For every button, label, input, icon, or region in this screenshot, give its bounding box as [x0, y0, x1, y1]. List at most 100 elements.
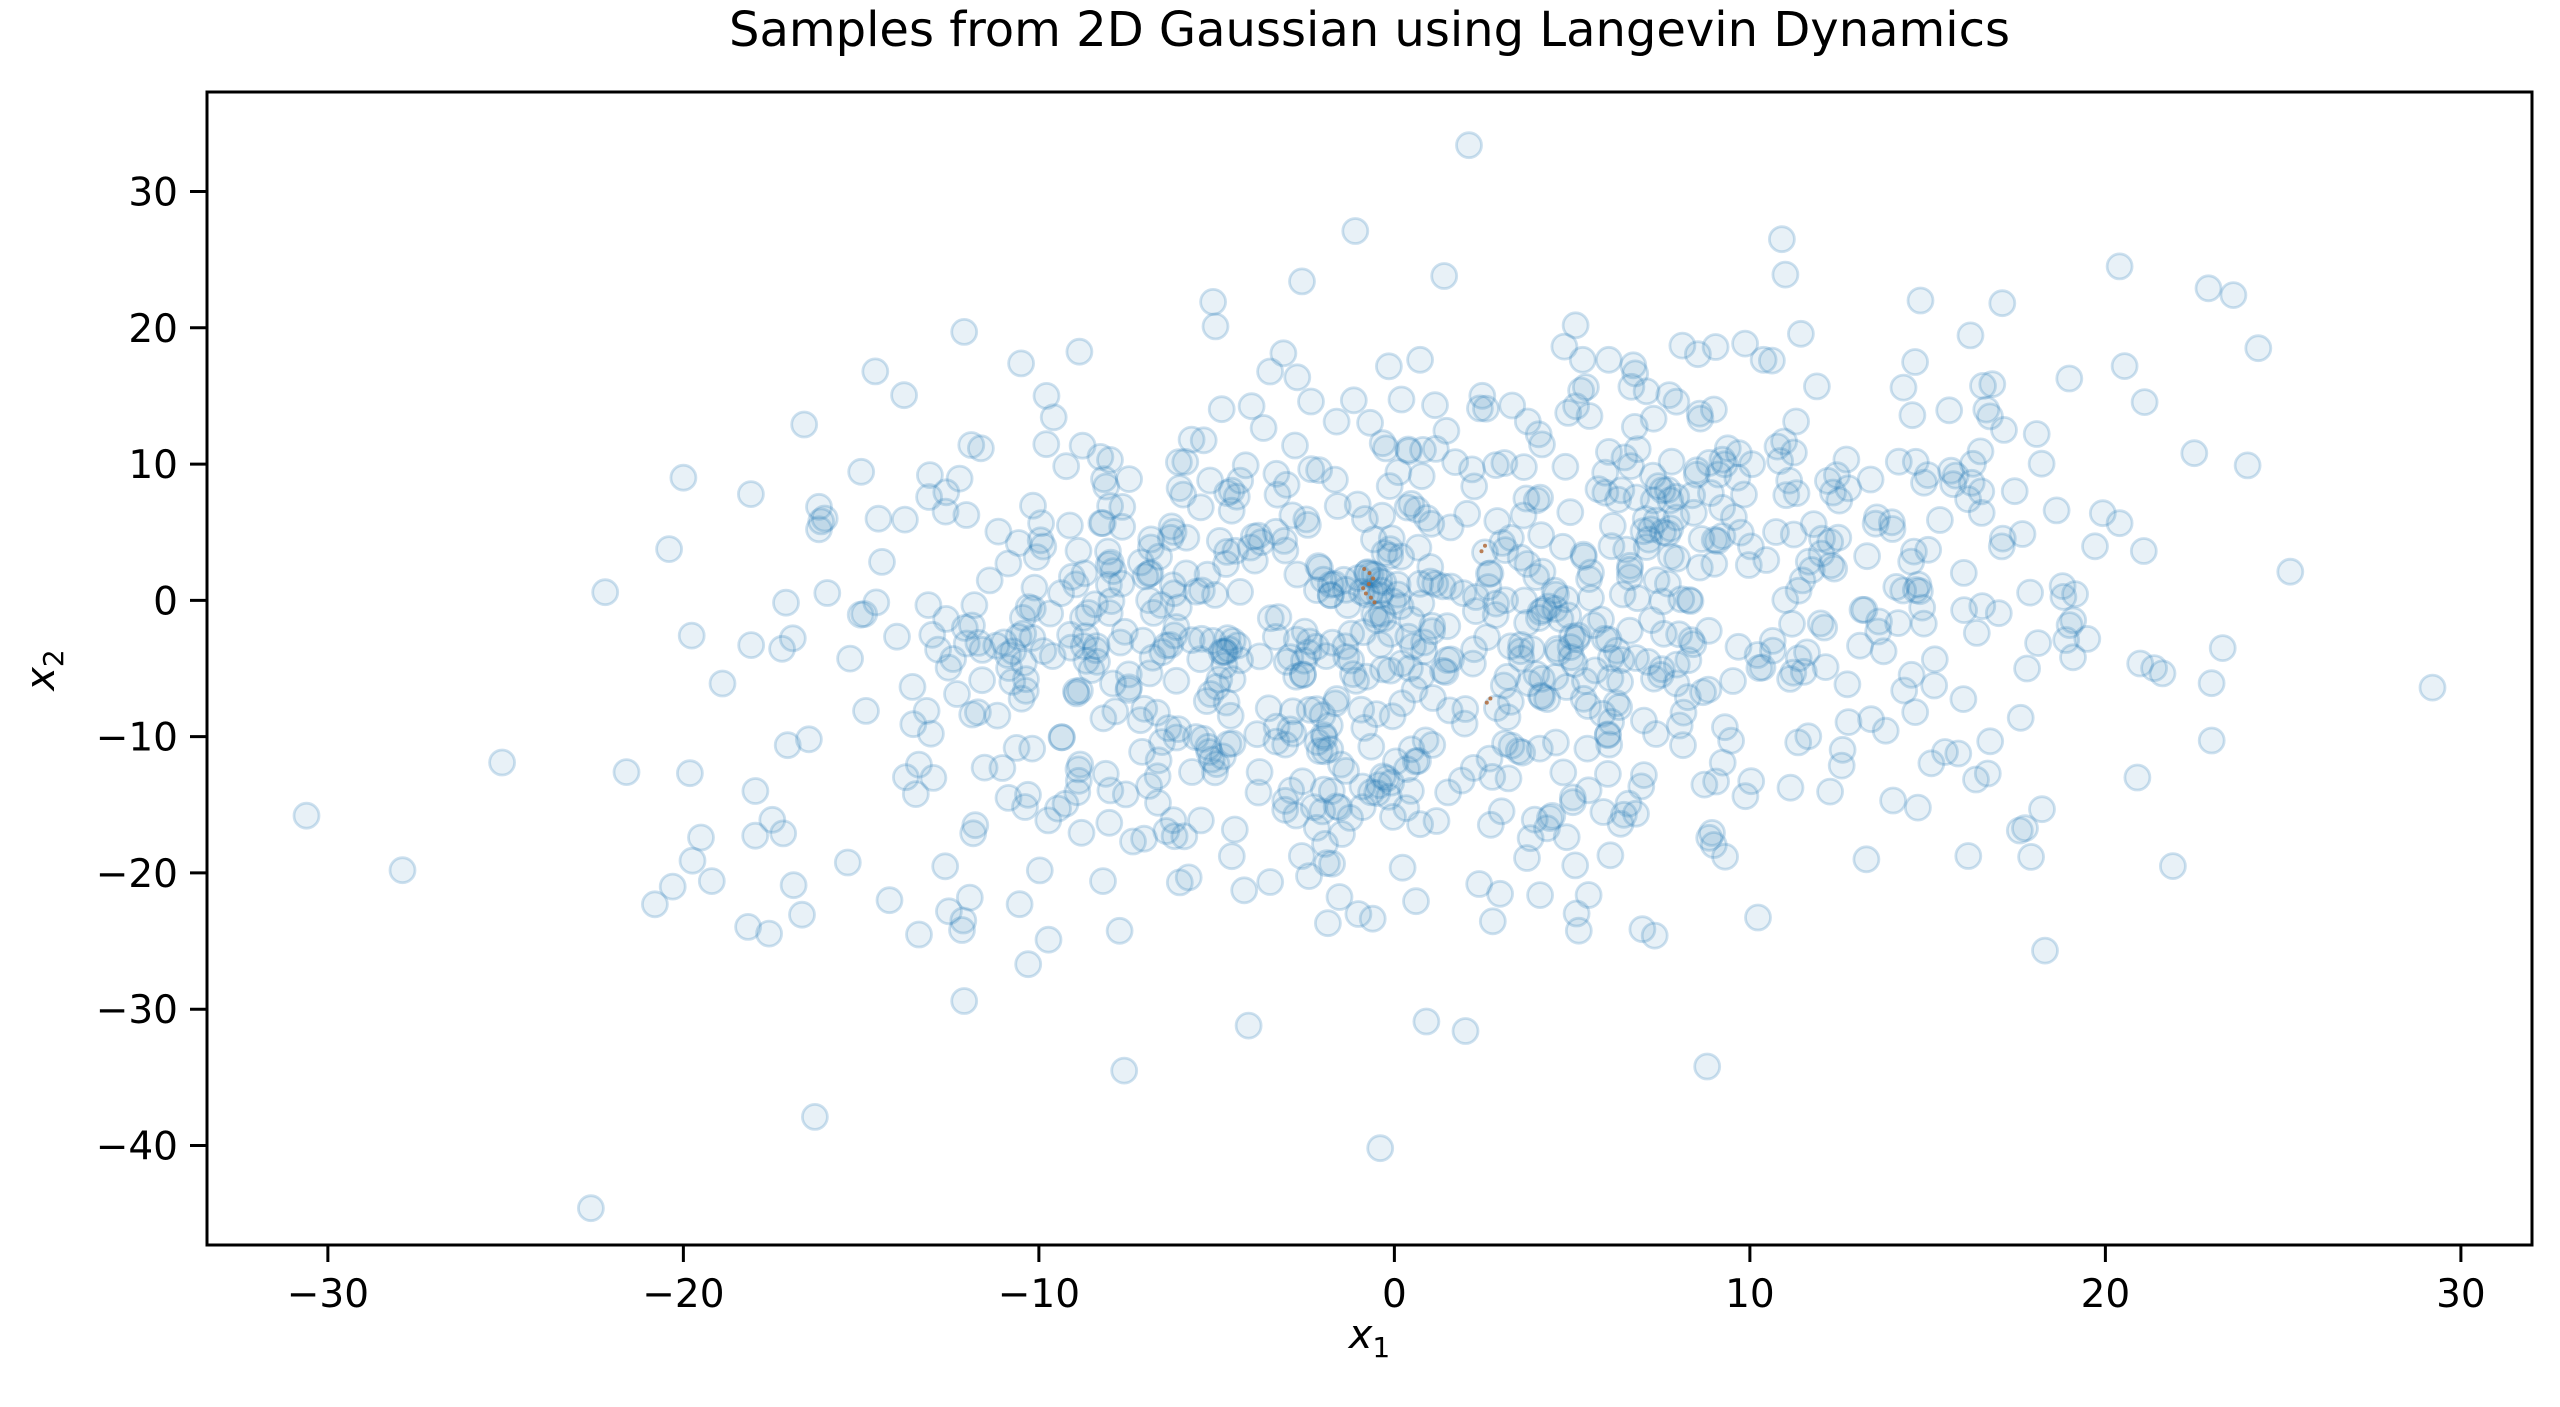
x-tick-label: −10 [998, 1272, 1080, 1317]
scatter-point [890, 381, 918, 410]
scatter-point [1882, 573, 1911, 601]
scatter-point [949, 906, 978, 935]
scatter-point [1409, 435, 1437, 464]
scatter-point [1212, 550, 1240, 578]
scatter-point [1435, 696, 1464, 725]
scatter-point [1068, 431, 1097, 460]
scatter-point [1262, 517, 1290, 546]
scatter-point [1138, 643, 1167, 672]
scatter-point [1540, 576, 1569, 605]
scatter-point [1920, 671, 1949, 700]
scatter-point [1649, 619, 1678, 648]
scatter-point [1506, 543, 1535, 572]
scatter-point [1315, 711, 1344, 740]
scatter-point [1095, 599, 1124, 627]
scatter-point [1018, 734, 1047, 763]
chart-title: Samples from 2D Gaussian using Langevin … [728, 2, 2011, 58]
scatter-point [1083, 647, 1111, 676]
x-axis-label-subscript: 1 [1372, 1331, 1391, 1364]
scatter-point [1513, 550, 1542, 578]
scatter-point [1816, 777, 1844, 806]
scatter-point [1077, 656, 1106, 684]
scatter-point [1325, 883, 1354, 911]
scatter-point [805, 492, 833, 521]
scatter-point [1270, 527, 1299, 555]
scatter-point [952, 629, 981, 658]
scatter-point [1086, 442, 1115, 471]
scatter-point-outlier [1451, 1017, 1480, 1045]
scatter-point [2006, 703, 2035, 732]
scatter-point [1309, 721, 1338, 749]
scatter-point [932, 605, 961, 633]
scatter-point [975, 566, 1004, 595]
scatter-point [1393, 755, 1421, 783]
scatter-point-outlier [861, 357, 890, 386]
scatter-point [1595, 730, 1624, 759]
scatter-point [935, 897, 963, 926]
scatter-point [1289, 660, 1317, 689]
scatter-point [852, 697, 880, 725]
accent-dot [1361, 586, 1366, 591]
scatter-point [1737, 532, 1765, 561]
scatter-point [1187, 806, 1215, 835]
scatter-point [1657, 447, 1686, 476]
scatter-point [1237, 392, 1266, 421]
scatter-point [1277, 776, 1306, 805]
scatter-point [1577, 558, 1605, 587]
scatter-point [1471, 538, 1499, 567]
scatter-point [1334, 591, 1362, 620]
scatter-point [1526, 483, 1554, 512]
scatter-point [1165, 448, 1193, 477]
scatter-point [1169, 480, 1198, 509]
scatter-point [1458, 455, 1486, 484]
scatter-point [1262, 712, 1291, 741]
scatter-point [2061, 580, 2090, 608]
scatter-point [1115, 673, 1143, 702]
scatter-point [1201, 758, 1229, 787]
scatter-point [1308, 797, 1337, 826]
scatter-point [1542, 728, 1570, 757]
accent-dot [1488, 696, 1493, 701]
scatter-point [741, 821, 770, 850]
accent-dot [1363, 591, 1368, 596]
scatter-point [1406, 810, 1434, 839]
scatter-point [1622, 799, 1650, 828]
scatter-point [958, 611, 986, 640]
scatter-point [1088, 509, 1117, 537]
scatter-point [1014, 593, 1043, 621]
scatter-point [1404, 533, 1433, 562]
scatter-point [1819, 478, 1847, 507]
scatter-point [1356, 408, 1384, 437]
scatter-point [1949, 559, 1978, 587]
scatter-point [1711, 713, 1739, 742]
scatter-point [1436, 513, 1465, 542]
scatter-point [1289, 661, 1317, 689]
scatter-point [1497, 524, 1525, 552]
scatter-point [1402, 887, 1430, 916]
scatter-point [2197, 669, 2226, 698]
scatter-point [1303, 576, 1331, 604]
scatter-point [1782, 479, 1811, 508]
scatter-point [939, 645, 967, 673]
scatter-point [1397, 605, 1426, 634]
scatter-point-outlier [801, 1103, 829, 1131]
scatter-point [1062, 570, 1090, 599]
scatter-point [1794, 547, 1823, 576]
y-tick-label: 0 [153, 579, 178, 624]
scatter-point [1213, 479, 1242, 507]
scatter-point [1959, 449, 1987, 478]
scatter-point [995, 654, 1023, 682]
scatter-point [1662, 503, 1691, 532]
scatter-point [1568, 345, 1597, 374]
scatter-point [1542, 580, 1570, 609]
scatter-point [1221, 536, 1250, 565]
scatter-point [1202, 750, 1231, 778]
scatter-point [1177, 626, 1206, 654]
scatter-point [1513, 609, 1541, 637]
scatter-point [1623, 435, 1652, 464]
scatter-point [1308, 701, 1337, 730]
scatter-point [1271, 730, 1300, 759]
scatter-point [1375, 472, 1404, 501]
scatter-point [1074, 599, 1103, 627]
scatter-point [1329, 565, 1358, 594]
